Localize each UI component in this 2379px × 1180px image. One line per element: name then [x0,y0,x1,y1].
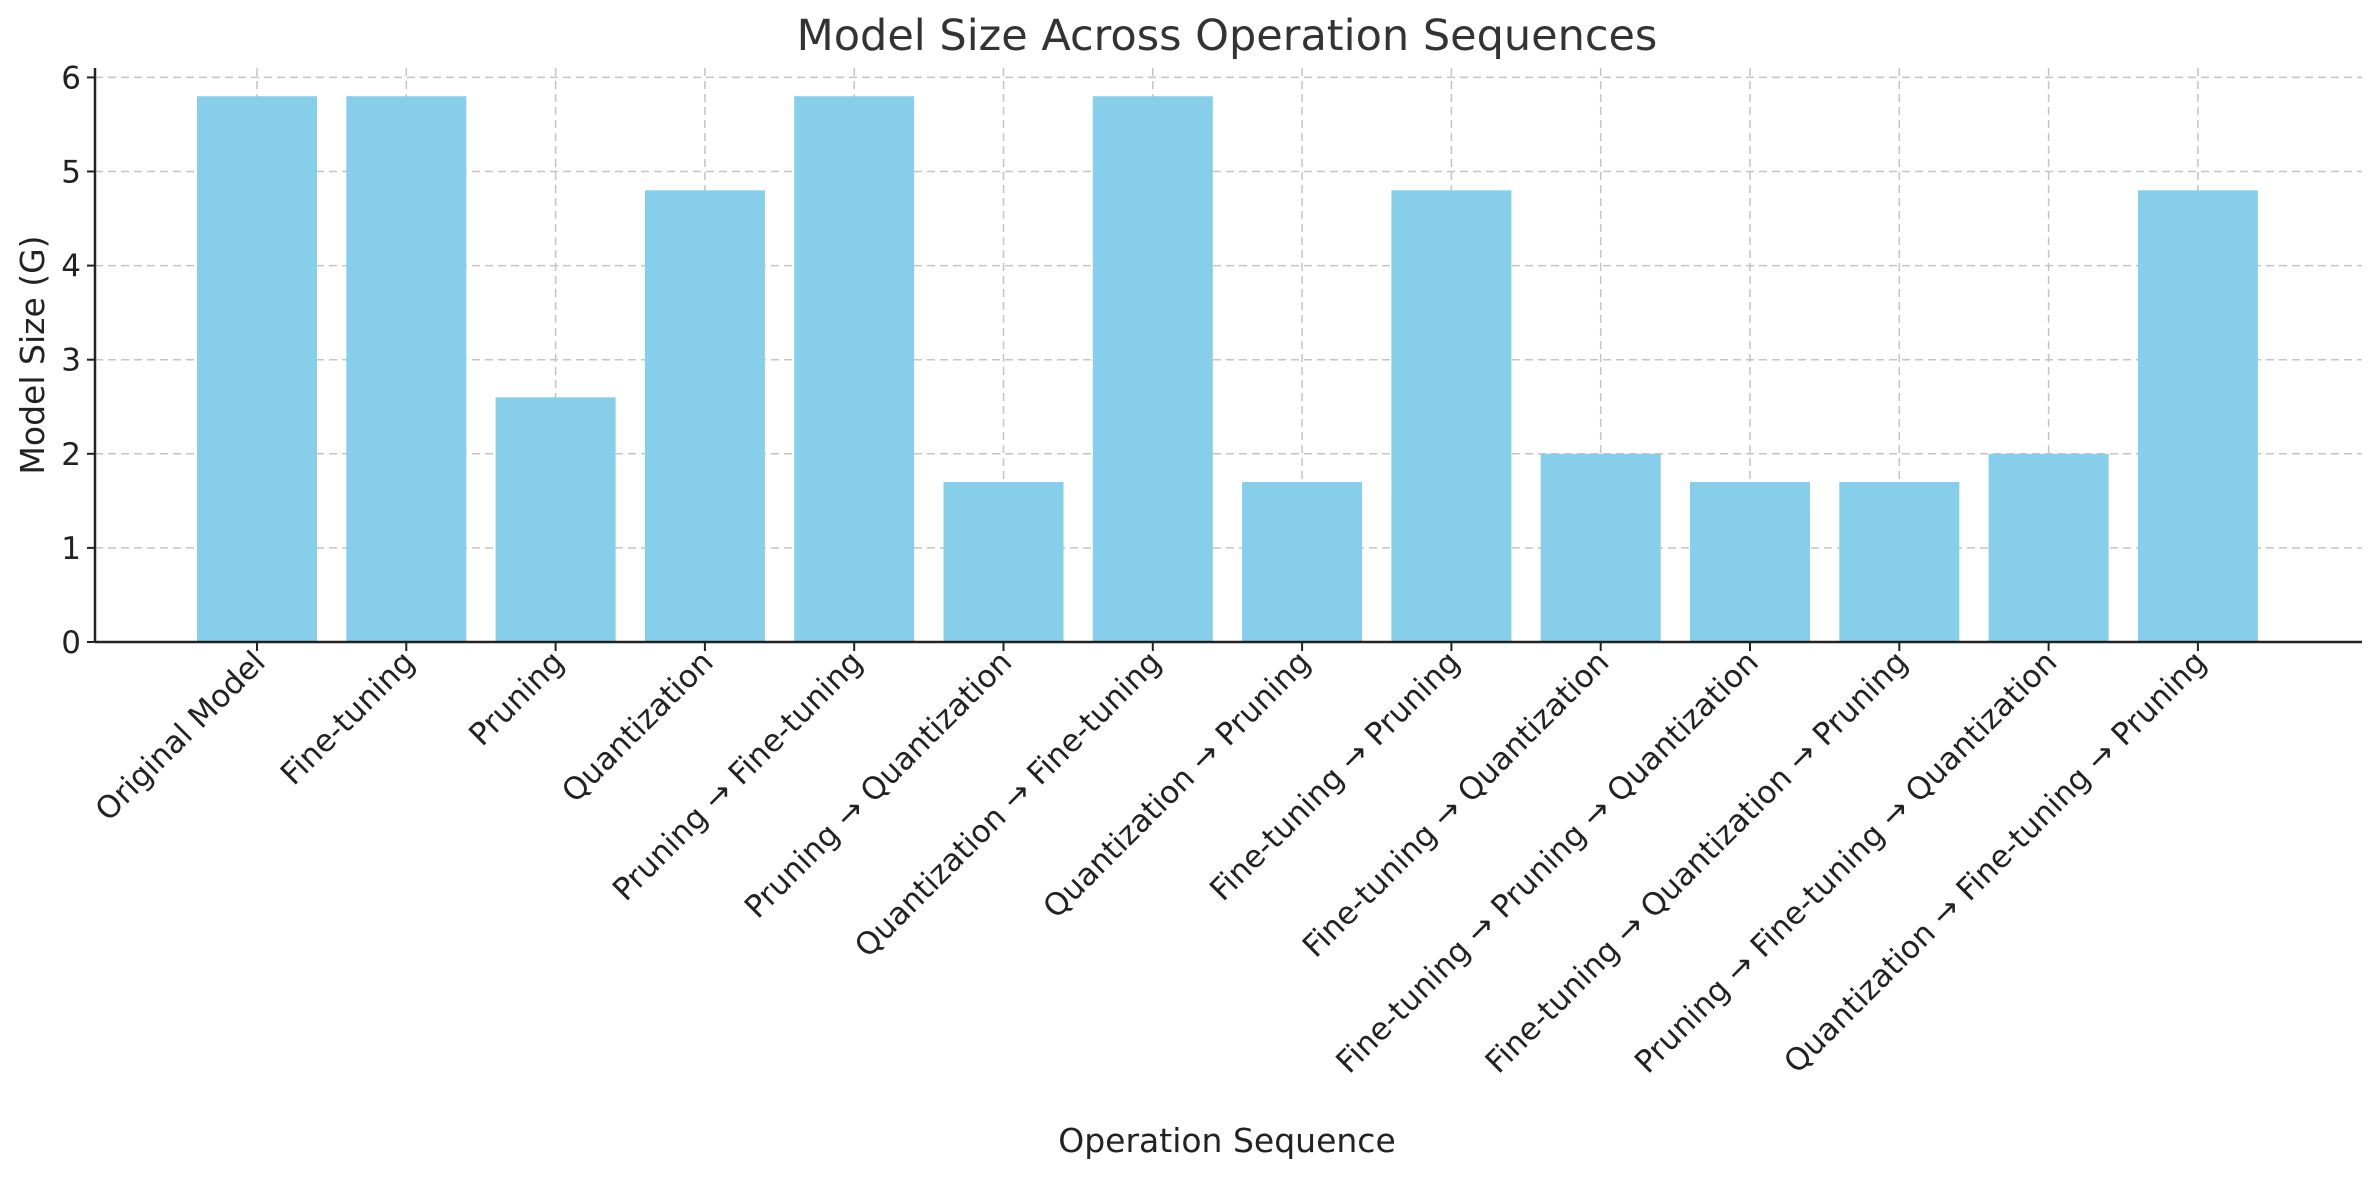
bar [1391,190,1512,642]
x-axis-ticks: Original Model Fine-tuning PruningQuantiza… [89,642,2214,1081]
y-axis-label: Model Size (G) [13,235,52,474]
x-tick-label: Pruning → Fine-tuning [606,644,870,908]
bar [1839,482,1960,642]
y-tick-label: 0 [61,625,81,661]
x-tick-label: Pruning → Quantization [738,644,1019,925]
bar [1540,453,1661,642]
y-tick-label: 5 [61,155,81,191]
x-tick-label: Quantization → Pruning [1036,644,1317,925]
y-tick-label: 6 [61,60,81,96]
y-tick-label: 4 [61,249,81,285]
y-tick-label: 2 [61,437,81,473]
bar [1988,453,2109,642]
bar [495,397,616,642]
y-tick-label: 1 [61,531,81,567]
bar [794,96,915,643]
bars [197,96,2258,643]
axes [93,68,2362,644]
x-tick-label: Fine-tuning → Pruning [1203,644,1467,908]
x-axis-label: Operation Sequence [1058,1121,1396,1160]
bar [2137,190,2258,642]
bar [644,190,765,642]
y-tick-label: 3 [61,343,81,379]
x-tick-label: Original Model [89,644,273,828]
y-axis-ticks: 0 1 2 3 4 5 6 [61,60,95,661]
bar [1242,482,1363,642]
x-tick-label: Pruning [462,644,571,753]
bar [346,96,467,643]
x-tick-label: Fine-tuning → Quantization [1296,644,1617,965]
bar [943,482,1064,642]
x-tick-label: Fine-tuning [274,644,422,792]
x-tick-label: Quantization [555,644,721,810]
chart-title: Model Size Across Operation Sequences [797,11,1658,61]
x-tick-label: Quantization → Fine-tuning [848,644,1169,965]
bar [1092,96,1213,643]
bar [197,96,317,643]
bar [1690,482,1810,642]
